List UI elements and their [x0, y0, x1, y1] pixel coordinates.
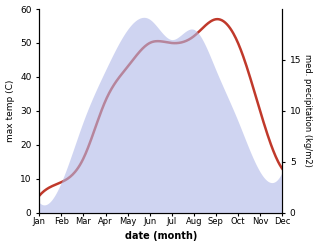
X-axis label: date (month): date (month)	[125, 231, 197, 242]
Y-axis label: max temp (C): max temp (C)	[5, 80, 15, 142]
Y-axis label: med. precipitation (kg/m2): med. precipitation (kg/m2)	[303, 54, 313, 167]
